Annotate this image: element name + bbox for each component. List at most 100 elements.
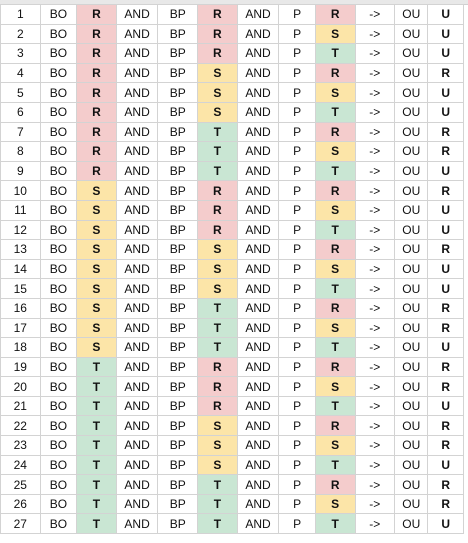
and-cell[interactable]: AND — [115, 160, 159, 182]
bo-value-cell[interactable]: T — [76, 415, 117, 437]
bp-label-cell[interactable]: BP — [157, 278, 199, 299]
ou-label-cell[interactable]: OU — [394, 513, 429, 535]
row-number-cell[interactable]: 17 — [0, 317, 41, 339]
ou-label-cell[interactable]: OU — [394, 278, 429, 299]
bp-label-cell[interactable]: BP — [157, 317, 199, 339]
ou-label-cell[interactable]: OU — [394, 493, 429, 515]
p-value-cell[interactable]: R — [314, 4, 356, 25]
ou-value-cell[interactable]: U — [427, 454, 464, 476]
and-cell[interactable]: AND — [115, 82, 159, 103]
p-label-cell[interactable]: P — [278, 141, 316, 162]
bp-label-cell[interactable]: BP — [157, 513, 199, 535]
p-value-cell[interactable]: R — [314, 474, 356, 495]
row-number-cell[interactable]: 3 — [0, 43, 41, 64]
ou-value-cell[interactable]: U — [427, 258, 464, 280]
bp-label-cell[interactable]: BP — [157, 141, 199, 162]
bp-label-cell[interactable]: BP — [157, 395, 199, 417]
ou-label-cell[interactable]: OU — [394, 4, 429, 25]
ou-value-cell[interactable]: U — [427, 199, 464, 221]
bo-value-cell[interactable]: R — [76, 121, 117, 143]
p-value-cell[interactable]: T — [314, 43, 356, 64]
ou-label-cell[interactable]: OU — [394, 199, 429, 221]
bp-label-cell[interactable]: BP — [157, 258, 199, 280]
bp-label-cell[interactable]: BP — [157, 435, 199, 456]
bp-value-cell[interactable]: T — [197, 337, 238, 358]
p-value-cell[interactable]: S — [314, 199, 356, 221]
arrow-cell[interactable]: -> — [354, 141, 396, 162]
p-label-cell[interactable]: P — [278, 297, 316, 319]
bp-value-cell[interactable]: T — [197, 141, 238, 162]
bp-value-cell[interactable]: R — [197, 395, 238, 417]
bp-value-cell[interactable]: R — [197, 4, 238, 25]
and-cell[interactable]: AND — [236, 454, 280, 476]
and-cell[interactable]: AND — [236, 239, 280, 260]
row-number-cell[interactable]: 8 — [0, 141, 41, 162]
p-label-cell[interactable]: P — [278, 180, 316, 201]
row-number-cell[interactable]: 20 — [0, 376, 41, 397]
bo-value-cell[interactable]: S — [76, 180, 117, 201]
bo-label-cell[interactable]: BO — [39, 278, 78, 299]
bo-label-cell[interactable]: BO — [39, 4, 78, 25]
bo-label-cell[interactable]: BO — [39, 43, 78, 64]
ou-label-cell[interactable]: OU — [394, 121, 429, 143]
and-cell[interactable]: AND — [236, 160, 280, 182]
p-label-cell[interactable]: P — [278, 219, 316, 241]
and-cell[interactable]: AND — [236, 435, 280, 456]
ou-value-cell[interactable]: U — [427, 219, 464, 241]
bp-value-cell[interactable]: R — [197, 376, 238, 397]
arrow-cell[interactable]: -> — [354, 4, 396, 25]
ou-value-cell[interactable]: R — [427, 180, 464, 201]
ou-label-cell[interactable]: OU — [394, 239, 429, 260]
ou-value-cell[interactable]: R — [427, 474, 464, 495]
bo-value-cell[interactable]: T — [76, 435, 117, 456]
row-number-cell[interactable]: 6 — [0, 101, 41, 123]
row-number-cell[interactable]: 13 — [0, 239, 41, 260]
and-cell[interactable]: AND — [236, 395, 280, 417]
bo-value-cell[interactable]: T — [76, 395, 117, 417]
ou-label-cell[interactable]: OU — [394, 101, 429, 123]
bo-label-cell[interactable]: BO — [39, 180, 78, 201]
and-cell[interactable]: AND — [115, 121, 159, 143]
arrow-cell[interactable]: -> — [354, 513, 396, 535]
ou-label-cell[interactable]: OU — [394, 415, 429, 437]
bp-label-cell[interactable]: BP — [157, 376, 199, 397]
and-cell[interactable]: AND — [236, 43, 280, 64]
p-value-cell[interactable]: S — [314, 141, 356, 162]
row-number-cell[interactable]: 9 — [0, 160, 41, 182]
ou-value-cell[interactable]: U — [427, 278, 464, 299]
bo-label-cell[interactable]: BO — [39, 141, 78, 162]
row-number-cell[interactable]: 18 — [0, 337, 41, 358]
p-label-cell[interactable]: P — [278, 317, 316, 339]
bp-value-cell[interactable]: S — [197, 239, 238, 260]
and-cell[interactable]: AND — [236, 278, 280, 299]
p-label-cell[interactable]: P — [278, 454, 316, 476]
row-number-cell[interactable]: 15 — [0, 278, 41, 299]
ou-label-cell[interactable]: OU — [394, 474, 429, 495]
arrow-cell[interactable]: -> — [354, 180, 396, 201]
bo-value-cell[interactable]: R — [76, 62, 117, 84]
arrow-cell[interactable]: -> — [354, 43, 396, 64]
and-cell[interactable]: AND — [236, 356, 280, 378]
ou-label-cell[interactable]: OU — [394, 160, 429, 182]
p-label-cell[interactable]: P — [278, 395, 316, 417]
arrow-cell[interactable]: -> — [354, 62, 396, 84]
ou-value-cell[interactable]: U — [427, 160, 464, 182]
bo-value-cell[interactable]: T — [76, 474, 117, 495]
bo-label-cell[interactable]: BO — [39, 101, 78, 123]
bp-label-cell[interactable]: BP — [157, 160, 199, 182]
ou-label-cell[interactable]: OU — [394, 297, 429, 319]
arrow-cell[interactable]: -> — [354, 395, 396, 417]
and-cell[interactable]: AND — [115, 474, 159, 495]
ou-label-cell[interactable]: OU — [394, 180, 429, 201]
and-cell[interactable]: AND — [236, 297, 280, 319]
bo-value-cell[interactable]: R — [76, 82, 117, 103]
p-label-cell[interactable]: P — [278, 199, 316, 221]
bo-value-cell[interactable]: S — [76, 317, 117, 339]
bo-label-cell[interactable]: BO — [39, 493, 78, 515]
bp-value-cell[interactable]: T — [197, 513, 238, 535]
row-number-cell[interactable]: 19 — [0, 356, 41, 378]
and-cell[interactable]: AND — [115, 101, 159, 123]
and-cell[interactable]: AND — [115, 376, 159, 397]
and-cell[interactable]: AND — [115, 278, 159, 299]
p-label-cell[interactable]: P — [278, 43, 316, 64]
